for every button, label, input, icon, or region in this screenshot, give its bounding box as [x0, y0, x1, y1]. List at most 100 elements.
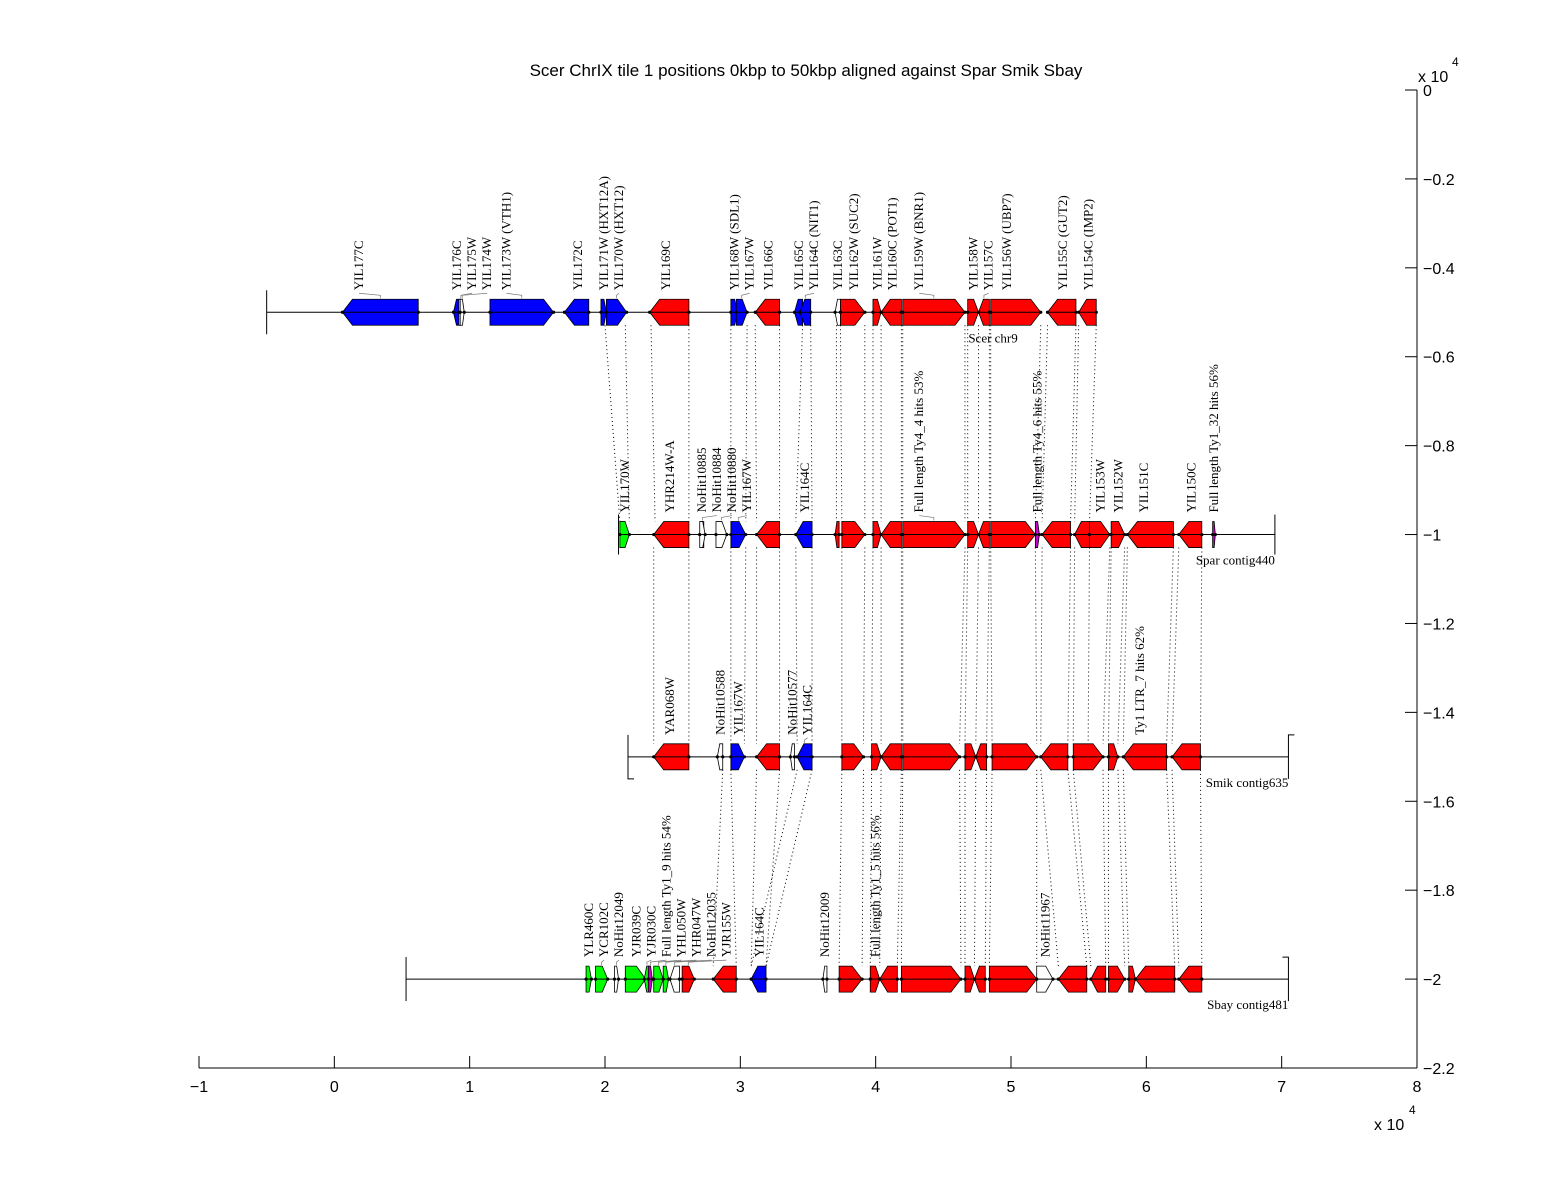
gene-start-dot: [711, 977, 715, 981]
alignment-line: [990, 547, 993, 744]
alignment-line: [650, 325, 656, 522]
alignment-line: [879, 769, 882, 967]
label-leader: [649, 959, 667, 966]
gene-end-dot: [863, 532, 867, 537]
label-leader: [506, 292, 523, 299]
x-tick-label: 8: [1413, 1079, 1422, 1096]
gene-label: YIL169C: [658, 240, 673, 290]
gene-start-dot: [1071, 755, 1075, 759]
x-tick-label: 2: [601, 1079, 610, 1096]
gene-label: YIL168W (SDL1): [727, 194, 742, 290]
gene-label: YIL165C: [791, 240, 806, 290]
gene-start-dot: [901, 310, 905, 314]
gene-start-dot: [833, 532, 837, 537]
gene-end-dot: [810, 755, 814, 759]
gene-start-dot: [838, 310, 843, 314]
gene-label: Ty1 LTR_7 hits 62%: [1132, 626, 1147, 735]
gene-start-dot: [661, 977, 665, 981]
alignment-line: [861, 769, 864, 967]
gene-start-dot: [901, 532, 905, 537]
alignment-line: [838, 769, 843, 967]
gene-end-dot: [744, 532, 748, 537]
gene-start-dot: [734, 310, 738, 314]
gene-end-dot: [721, 755, 725, 759]
label-leader: [687, 959, 727, 966]
gene-label: YIL167W: [730, 681, 745, 735]
gene-start-dot: [987, 977, 991, 981]
gene-start-dot: [562, 310, 567, 314]
gene-label: YIL155C (GUT2): [1055, 195, 1070, 290]
gene-label: YIL156W (UBP7): [999, 193, 1014, 290]
gene-label: YHR047W: [688, 897, 703, 957]
gene-label: YIL170W (HXT12): [611, 185, 626, 290]
x-tick-label: 7: [1277, 1079, 1286, 1096]
gene-end-dot: [725, 532, 729, 537]
gene-start-dot: [840, 532, 844, 537]
x-tick-label: 1: [465, 1079, 474, 1096]
x-tick-label: −1: [190, 1079, 208, 1096]
label-leader: [658, 959, 682, 966]
gene-end-dot: [1213, 532, 1217, 537]
gene-end-dot: [687, 755, 691, 759]
gene-start-dot: [871, 532, 875, 537]
gene-label: NoHit10880: [724, 448, 739, 513]
y-tick-label: −1.2: [1423, 616, 1455, 633]
alignment-line: [1070, 325, 1077, 522]
gene-label: YHR214W-A: [662, 440, 677, 513]
gene-end-dot: [809, 310, 813, 314]
label-leader: [737, 515, 748, 521]
gene-end-dot: [861, 755, 866, 759]
label-leader: [358, 292, 381, 299]
gene-start-dot: [792, 310, 797, 314]
gene-label: YIL166C: [761, 240, 776, 290]
gene-end-dot: [677, 977, 682, 981]
gene-start-dot: [879, 310, 883, 314]
label-leader: [919, 515, 935, 521]
gene-end-dot: [589, 977, 594, 981]
gene-start-dot: [1033, 532, 1037, 537]
gene-end-dot: [1094, 310, 1098, 314]
alignment-line: [959, 769, 962, 967]
gene-start-dot: [646, 977, 650, 981]
gene-label: YIL164C: [800, 685, 815, 735]
gene-end-dot: [860, 977, 864, 981]
alignment-line: [1171, 769, 1180, 967]
label-leader: [804, 737, 808, 743]
alignment-line: [986, 547, 990, 744]
gene-start-dot: [652, 755, 656, 759]
gene-end-dot: [764, 977, 768, 981]
alignment-line: [743, 547, 747, 744]
gene-end-dot: [1200, 532, 1204, 537]
gene-end-dot: [1200, 977, 1204, 981]
alignment-line: [1040, 769, 1059, 967]
gene-start-dot: [1089, 977, 1093, 981]
gene-start-dot: [871, 310, 875, 314]
alignment-line: [871, 547, 874, 744]
y-tick-label: −0.2: [1423, 172, 1455, 189]
gene-end-dot: [734, 977, 738, 981]
y-multiplier-label: x 10: [1418, 69, 1448, 86]
gene-start-dot: [749, 977, 753, 981]
gene-start-dot: [833, 310, 837, 314]
alignment-line: [604, 325, 621, 522]
gene-label: YJR039C: [628, 906, 643, 957]
alignment-line: [959, 547, 966, 744]
label-leader: [983, 292, 989, 299]
gene-label: YIL153W: [1093, 458, 1108, 512]
gene-start-dot: [618, 532, 622, 537]
alignment-line: [973, 769, 977, 967]
gene-start-dot: [584, 977, 588, 981]
gene-label: YIL162W (SUC2): [846, 193, 861, 290]
gene-start-dot: [612, 977, 617, 981]
gene-start-dot: [668, 977, 672, 981]
alignment-line: [712, 769, 724, 967]
label-leader: [646, 959, 652, 966]
track-smik-contig635: YAR068W NoHit10588 YIL167W NoHit10577 YIL164…: [627, 626, 1295, 790]
gene-label: YJR155W: [718, 901, 733, 957]
label-leader: [674, 959, 712, 966]
y-multiplier-exp: 4: [1452, 55, 1459, 69]
gene-label: YIL177C: [351, 240, 366, 290]
tracks: YIL177C YIL176C YIL175W YIL174W YIL173W (VTH…: [266, 176, 1295, 1012]
alignment-line: [1171, 547, 1180, 744]
gene-label: Full length Ty1_9 hits 54%: [658, 815, 673, 957]
